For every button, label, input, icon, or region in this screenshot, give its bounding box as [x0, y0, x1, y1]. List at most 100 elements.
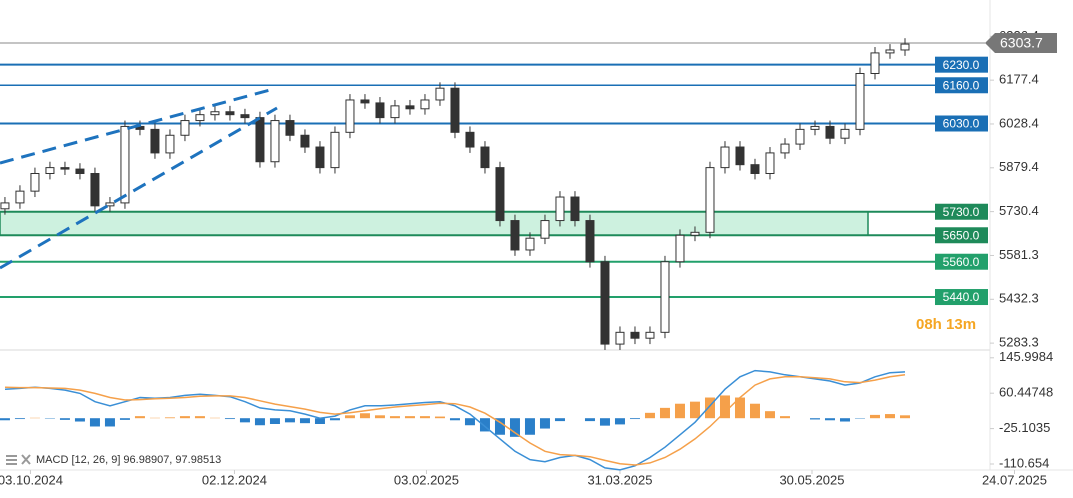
y-tick-label: -110.654 [999, 455, 1049, 470]
y-tick-label: 5581.3 [999, 247, 1039, 262]
histogram-bar [674, 403, 685, 419]
candle-body [480, 146, 490, 169]
x-tick-label: 03.02.2025 [394, 472, 459, 487]
candle-body [615, 331, 625, 345]
candle-body [570, 196, 580, 222]
candle-body [90, 173, 100, 207]
candle-body [660, 261, 670, 333]
candle-body [60, 167, 70, 170]
histogram-bar [749, 403, 760, 419]
candle-body [405, 105, 415, 110]
histogram-bar [809, 418, 820, 420]
histogram-bar [599, 418, 610, 426]
histogram-bar [269, 418, 280, 424]
histogram-bar [119, 418, 130, 420]
candle-body [330, 131, 340, 169]
histogram-bar [539, 418, 550, 429]
last-price-label: 6303.7 [1000, 35, 1043, 51]
level-tag [935, 115, 988, 132]
candle-body [780, 143, 790, 154]
candle-body [165, 134, 175, 154]
candle-body [300, 134, 310, 148]
level-label: 6230.0 [943, 58, 980, 72]
level-label: 5440.0 [943, 290, 980, 304]
y-tick-label: 5730.4 [999, 203, 1039, 218]
candle-body [120, 125, 130, 204]
price-pane: 6326.46177.46028.45879.45730.45581.35432… [0, 28, 1057, 350]
candle-body [600, 261, 610, 345]
histogram-bar [59, 418, 70, 420]
histogram-bar [284, 418, 295, 423]
candle-body [435, 87, 445, 101]
y-tick-label: 5432.3 [999, 291, 1039, 306]
histogram-bar [464, 418, 475, 426]
candle-body [855, 73, 865, 130]
histogram-bar [329, 418, 340, 421]
histogram-bar [254, 418, 265, 426]
histogram-bar [734, 397, 745, 419]
candle-body [825, 125, 835, 139]
candle-body [195, 114, 205, 122]
zone[interactable] [0, 210, 869, 237]
candle-body [885, 49, 895, 54]
histogram-bar [614, 418, 625, 425]
histogram-bar [239, 418, 250, 423]
histogram-bar [344, 415, 355, 419]
candle-body [765, 152, 775, 174]
candle-body [0, 202, 10, 210]
candle-body [735, 146, 745, 166]
candle-body [645, 331, 655, 339]
indicator-icons[interactable] [6, 454, 31, 465]
candle-body [495, 167, 505, 222]
candle-body [450, 87, 460, 133]
histogram-bar [89, 418, 100, 427]
histogram-bar [704, 397, 715, 419]
candle-body [210, 111, 220, 116]
candle-body [555, 196, 565, 222]
trend-line[interactable] [0, 106, 278, 270]
candle-body [510, 220, 520, 251]
histogram-bar [779, 416, 790, 419]
candle-body [45, 167, 55, 174]
histogram-bar [509, 418, 520, 437]
candle-body [900, 43, 910, 51]
candle-body [105, 202, 115, 207]
y-tick-label: -25.1035 [999, 420, 1050, 435]
histogram-bar [839, 418, 850, 422]
candle-body [420, 99, 430, 110]
candle-body [285, 120, 295, 136]
histogram-bar [389, 416, 400, 419]
candle-body [30, 173, 40, 192]
histogram-bar [299, 418, 310, 424]
histogram-bar [374, 415, 385, 419]
y-tick-label: 6177.4 [999, 72, 1039, 87]
histogram-bar [884, 414, 895, 419]
trend-line[interactable] [0, 88, 271, 165]
histogram-bar [404, 416, 415, 419]
histogram-bar [494, 418, 505, 435]
histogram-bar [764, 411, 775, 419]
histogram-bar [629, 418, 640, 420]
histogram-bar [419, 416, 430, 419]
histogram-bar [74, 418, 85, 422]
candle-body [870, 52, 880, 75]
level-label: 6030.0 [943, 117, 980, 131]
y-tick-label: 145.9984 [999, 349, 1053, 364]
candle-body [15, 190, 25, 204]
y-tick-label: 6028.4 [999, 115, 1039, 130]
level-label: 5650.0 [943, 228, 980, 242]
candle-body [675, 234, 685, 263]
histogram-bar [14, 418, 25, 420]
candle-body [705, 167, 715, 233]
candle-body [360, 99, 370, 104]
histogram-bar [179, 416, 190, 419]
histogram-bar [689, 401, 700, 419]
candle-body [720, 146, 730, 169]
histogram-bar [644, 412, 655, 419]
histogram-bar [134, 416, 145, 419]
candle-body [255, 117, 265, 163]
histogram-bar [314, 418, 325, 424]
candle-body [810, 125, 820, 130]
candle-body [345, 99, 355, 133]
